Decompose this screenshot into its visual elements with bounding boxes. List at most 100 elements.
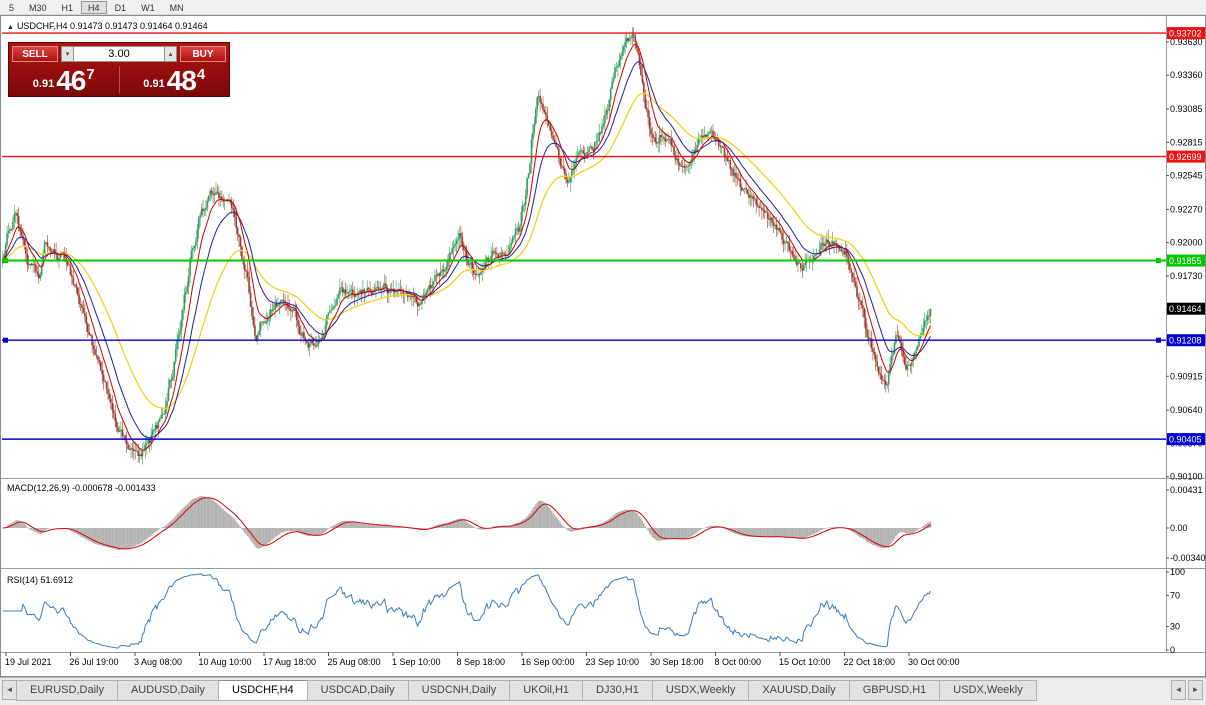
svg-text:0.92815: 0.92815 — [1170, 137, 1203, 147]
svg-text:8 Oct 00:00: 8 Oct 00:00 — [715, 657, 762, 667]
svg-text:0.90100: 0.90100 — [1170, 472, 1203, 482]
timeframe-button-h4[interactable]: H4 — [81, 0, 107, 14]
tab-nav-right: ◄ ► — [1171, 680, 1203, 700]
svg-text:0.92545: 0.92545 — [1170, 171, 1203, 181]
svg-text:15 Oct 10:00: 15 Oct 10:00 — [779, 657, 831, 667]
rsi-line — [2, 573, 931, 649]
one-click-trading-panel: SELL ▾ 3.00 ▴ BUY 0.91 46 7 0.91 48 4 — [8, 42, 230, 97]
sell-price-pipette: 7 — [86, 66, 95, 83]
volume-input[interactable]: 3.00 — [74, 46, 164, 62]
buy-button[interactable]: BUY — [180, 46, 226, 62]
macd-pane — [2, 495, 932, 550]
chart-tab-bar: ◄ EURUSD,Daily AUDUSD,Daily USDCHF,H4 USDCA… — [0, 677, 1206, 705]
tabs-scroll-left-icon[interactable]: ◄ — [2, 680, 17, 700]
svg-text:25 Aug 08:00: 25 Aug 08:00 — [328, 657, 381, 667]
svg-text:0.92699: 0.92699 — [1169, 152, 1202, 162]
hline-0.91208[interactable] — [2, 337, 1166, 343]
svg-text:23 Sep 10:00: 23 Sep 10:00 — [586, 657, 640, 667]
svg-text:0: 0 — [1170, 645, 1175, 655]
svg-text:30 Sep 18:00: 30 Sep 18:00 — [650, 657, 704, 667]
tabs-nav-right-icon[interactable]: ► — [1188, 680, 1203, 700]
svg-text:0.93360: 0.93360 — [1170, 70, 1203, 80]
svg-text:0.90640: 0.90640 — [1170, 405, 1203, 415]
sell-price: 0.91 46 7 — [9, 64, 119, 95]
rsi-label: RSI(14) 51.6912 — [7, 575, 73, 585]
chart-title-line: ▲ USDCHF,H4 0.91473 0.91473 0.91464 0.914… — [7, 21, 208, 31]
svg-text:17 Aug 18:00: 17 Aug 18:00 — [263, 657, 316, 667]
rsi-axis[interactable]: 100 70 30 0 — [1166, 567, 1185, 655]
svg-text:10 Aug 10:00: 10 Aug 10:00 — [199, 657, 252, 667]
tab-eurusd-daily-0[interactable]: EURUSD,Daily — [16, 680, 118, 701]
svg-text:RSI(14) 51.6912: RSI(14) 51.6912 — [7, 575, 73, 585]
trade-panel-prices: 0.91 46 7 0.91 48 4 — [9, 64, 229, 95]
chart-background — [1, 15, 1205, 676]
svg-text:22 Oct 18:00: 22 Oct 18:00 — [844, 657, 896, 667]
volume-decrease-icon[interactable]: ▾ — [61, 46, 74, 62]
ma-fast-line — [2, 43, 931, 451]
tab-gbpusd-h1-9[interactable]: GBPUSD,H1 — [848, 680, 941, 701]
tab-strip: EURUSD,Daily AUDUSD,Daily USDCHF,H4 USDCAD,… — [16, 680, 1037, 701]
svg-text:19 Jul 2021: 19 Jul 2021 — [5, 657, 52, 667]
price-labels: 0.93702 0.92699 0.91855 0.91208 0.90405 0.914… — [1167, 27, 1205, 446]
sell-button[interactable]: SELL — [12, 46, 58, 62]
ma-slow-line — [2, 92, 931, 410]
tab-xauusd-daily-8[interactable]: XAUUSD,Daily — [748, 680, 850, 701]
hline-0.91855[interactable] — [2, 258, 1166, 264]
svg-text:30 Oct 00:00: 30 Oct 00:00 — [908, 657, 960, 667]
svg-text:8 Sep 18:00: 8 Sep 18:00 — [457, 657, 506, 667]
svg-text:0.90405: 0.90405 — [1169, 435, 1202, 445]
timeframe-button-mn[interactable]: MN — [169, 2, 184, 13]
tab-usdchf-h4-2[interactable]: USDCHF,H4 — [217, 680, 308, 701]
timeframe-button-h1[interactable]: H1 — [61, 2, 74, 13]
buy-price: 0.91 48 4 — [120, 64, 230, 95]
tab-dj30-h1-6[interactable]: DJ30,H1 — [582, 680, 653, 701]
volume-field: ▾ 3.00 ▴ — [61, 46, 177, 62]
svg-text:0.91855: 0.91855 — [1169, 256, 1202, 266]
buy-price-pipette: 4 — [196, 66, 206, 83]
time-axis[interactable]: 19 Jul 2021 26 Jul 19:00 3 Aug 08:00 10 Aug… — [5, 652, 960, 667]
buy-price-small: 0.91 — [143, 78, 165, 90]
svg-text:26 Jul 19:00: 26 Jul 19:00 — [70, 657, 119, 667]
tab-usdcad-daily-3[interactable]: USDCAD,Daily — [306, 680, 409, 701]
trade-panel-divider — [118, 66, 120, 93]
svg-text:MACD(12,26,9) -0.000678 -0.001: MACD(12,26,9) -0.000678 -0.001433 — [7, 483, 156, 493]
macd-label: MACD(12,26,9) -0.000678 -0.001433 — [7, 483, 156, 493]
timeframe-toolbar: 5 M30 H1 H4 D1 W1 MN — [0, 0, 1206, 15]
horizontal-lines-layer[interactable] — [2, 32, 1166, 440]
svg-text:0.93702: 0.93702 — [1169, 29, 1202, 39]
trade-panel-controls: SELL ▾ 3.00 ▴ BUY — [9, 43, 229, 64]
timeframe-button-w1[interactable]: W1 — [141, 2, 155, 13]
svg-text:0.00: 0.00 — [1170, 523, 1188, 533]
svg-text:100: 100 — [1170, 567, 1185, 577]
moving-averages-layer — [2, 43, 931, 451]
tab-usdx-weekly-7[interactable]: USDX,Weekly — [651, 680, 750, 701]
svg-text:0.00431: 0.00431 — [1170, 485, 1203, 495]
svg-text:0.91730: 0.91730 — [1170, 271, 1203, 281]
volume-increase-icon[interactable]: ▴ — [164, 46, 177, 62]
svg-text:0.92270: 0.92270 — [1170, 204, 1203, 214]
svg-text:1 Sep 10:00: 1 Sep 10:00 — [392, 657, 441, 667]
svg-text:-0.00340: -0.00340 — [1170, 553, 1206, 563]
tab-usdx-weekly-10[interactable]: USDX,Weekly — [939, 680, 1037, 701]
tab-audusd-daily-1[interactable]: AUDUSD,Daily — [116, 680, 219, 701]
timeframe-button-5[interactable]: 5 — [9, 2, 15, 13]
svg-text:70: 70 — [1170, 590, 1180, 600]
svg-text:3 Aug 08:00: 3 Aug 08:00 — [134, 657, 182, 667]
tab-usdcnh-daily-4[interactable]: USDCNH,Daily — [407, 680, 511, 701]
timeframe-button-m30[interactable]: M30 — [29, 2, 47, 13]
tabs-nav-left-icon[interactable]: ◄ — [1171, 680, 1186, 700]
tab-ukoil-h1-5[interactable]: UKOil,H1 — [509, 680, 584, 701]
svg-text:16 Sep 00:00: 16 Sep 00:00 — [521, 657, 575, 667]
svg-text:30: 30 — [1170, 622, 1180, 632]
svg-text:0.90915: 0.90915 — [1170, 371, 1203, 381]
svg-text:0.93630: 0.93630 — [1170, 37, 1203, 47]
chart-title: USDCHF,H4 0.91473 0.91473 0.91464 0.9146… — [16, 21, 208, 31]
timeframe-button-d1[interactable]: D1 — [114, 2, 127, 13]
svg-text:0.91208: 0.91208 — [1169, 336, 1202, 346]
svg-text:0.91464: 0.91464 — [1169, 304, 1202, 314]
svg-text:0.93085: 0.93085 — [1170, 104, 1203, 114]
buy-price-big: 48 — [166, 65, 197, 96]
macd-axis[interactable]: 0.00431 0.00 -0.00340 — [1166, 485, 1206, 563]
one-click-collapse-icon[interactable]: ▲ — [7, 24, 14, 31]
